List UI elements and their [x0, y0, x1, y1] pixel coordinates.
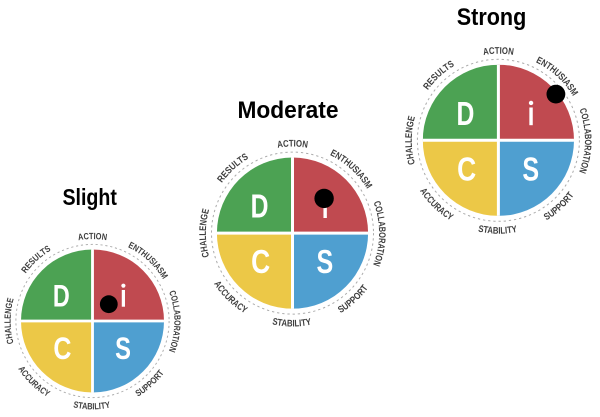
svg-text:Strong: Strong — [457, 4, 527, 31]
svg-text:Moderate: Moderate — [238, 97, 339, 124]
svg-text:Slight: Slight — [62, 184, 117, 210]
